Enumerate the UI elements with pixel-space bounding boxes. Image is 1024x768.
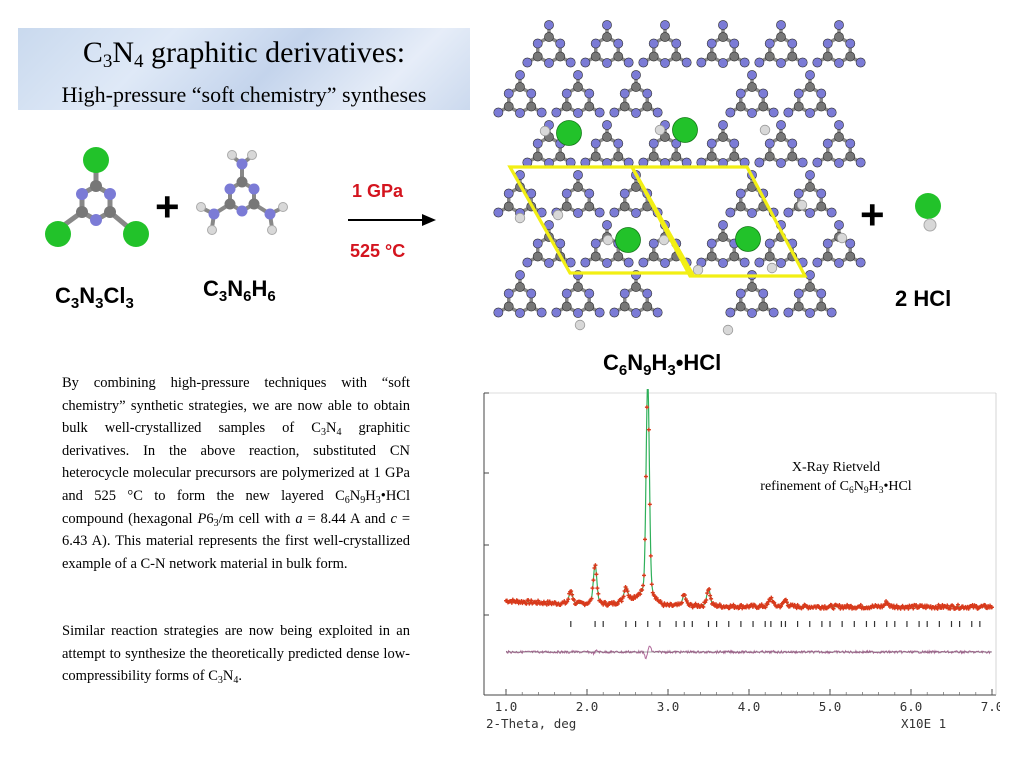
lattice-atoms — [493, 20, 866, 336]
x-tick-label: 4.0 — [738, 699, 761, 714]
calculated-pattern — [506, 383, 992, 608]
reaction-arrow — [348, 214, 436, 226]
hcl-molecule — [915, 193, 941, 232]
x-axis-title: 2-Theta, deg — [486, 716, 577, 731]
hydrogen-atom — [539, 125, 551, 137]
plus-sign-reactants: + — [155, 183, 180, 230]
chlorine-ion — [556, 120, 582, 146]
product-lattice-structure — [493, 20, 866, 336]
plot-caption: X-Ray Rietveld refinement of C6N9H3•HCl — [760, 460, 912, 496]
hydrogen-atom — [796, 199, 808, 211]
pressure-condition: 1 GPa — [352, 181, 404, 201]
melamine-molecule — [196, 150, 288, 235]
description-paragraph-1: By combining high-pressure techniques wi… — [62, 375, 410, 572]
x-tick-label: 3.0 — [657, 699, 680, 714]
chlorine-ion — [672, 117, 698, 143]
lattice-bonds — [497, 25, 862, 315]
x-tick-label: 6.0 — [900, 699, 923, 714]
observed-pattern — [504, 383, 994, 611]
cyanuric-chloride-molecule — [45, 147, 149, 247]
page-title: C3N4 graphitic derivatives: — [82, 36, 406, 72]
x-tick-label: 2.0 — [576, 699, 599, 714]
x-tick-label: 7.0 — [981, 699, 1000, 714]
hydrogen-atom — [552, 209, 564, 221]
description-paragraph-2: Similar reaction strategies are now bein… — [62, 623, 410, 687]
page-subtitle: High-pressure “soft chemistry” syntheses — [61, 82, 427, 107]
scale-note: X10E 1 — [901, 716, 947, 731]
reactant2-formula: C3N6H6 — [203, 276, 276, 305]
chlorine-ion — [735, 226, 761, 252]
hydrogen-atom — [722, 324, 734, 336]
plot-axes: 1.0 2.0 3.0 4.0 5.0 6.0 7.0 — [483, 392, 1003, 714]
hydrogen-atom — [602, 234, 614, 246]
unit-cell-left — [507, 165, 695, 275]
temperature-condition: 525 °C — [350, 241, 406, 261]
reflection-marks — [570, 621, 981, 627]
product-formula: C6N9H3•HCl — [603, 350, 722, 379]
hydrogen-atom — [658, 234, 670, 246]
hydrogen-atom — [759, 124, 771, 136]
byproduct-formula: 2 HCl — [895, 286, 952, 311]
hydrogen-atom — [574, 319, 586, 331]
chlorine-ion — [615, 227, 641, 253]
hydrogen-atom — [836, 232, 848, 244]
hydrogen-atom — [654, 124, 666, 136]
hydrogen-atom — [692, 264, 704, 276]
unit-cell-right — [629, 165, 808, 278]
x-tick-label: 1.0 — [495, 699, 518, 714]
hydrogen-atom — [766, 262, 778, 274]
rietveld-plot-frame: 1.0 2.0 3.0 4.0 5.0 6.0 7.0 — [480, 383, 1003, 731]
x-tick-label: 5.0 — [819, 699, 842, 714]
hydrogen-atom — [514, 212, 526, 224]
reactant1-formula: C3N3Cl3 — [55, 283, 134, 312]
rietveld-plot: 1.0 2.0 3.0 4.0 5.0 6.0 7.0 — [483, 383, 1003, 714]
plus-sign-products: + — [860, 191, 885, 238]
difference-curve — [505, 645, 992, 660]
title-banner: C3N4 graphitic derivatives: High-pressur… — [18, 28, 470, 110]
